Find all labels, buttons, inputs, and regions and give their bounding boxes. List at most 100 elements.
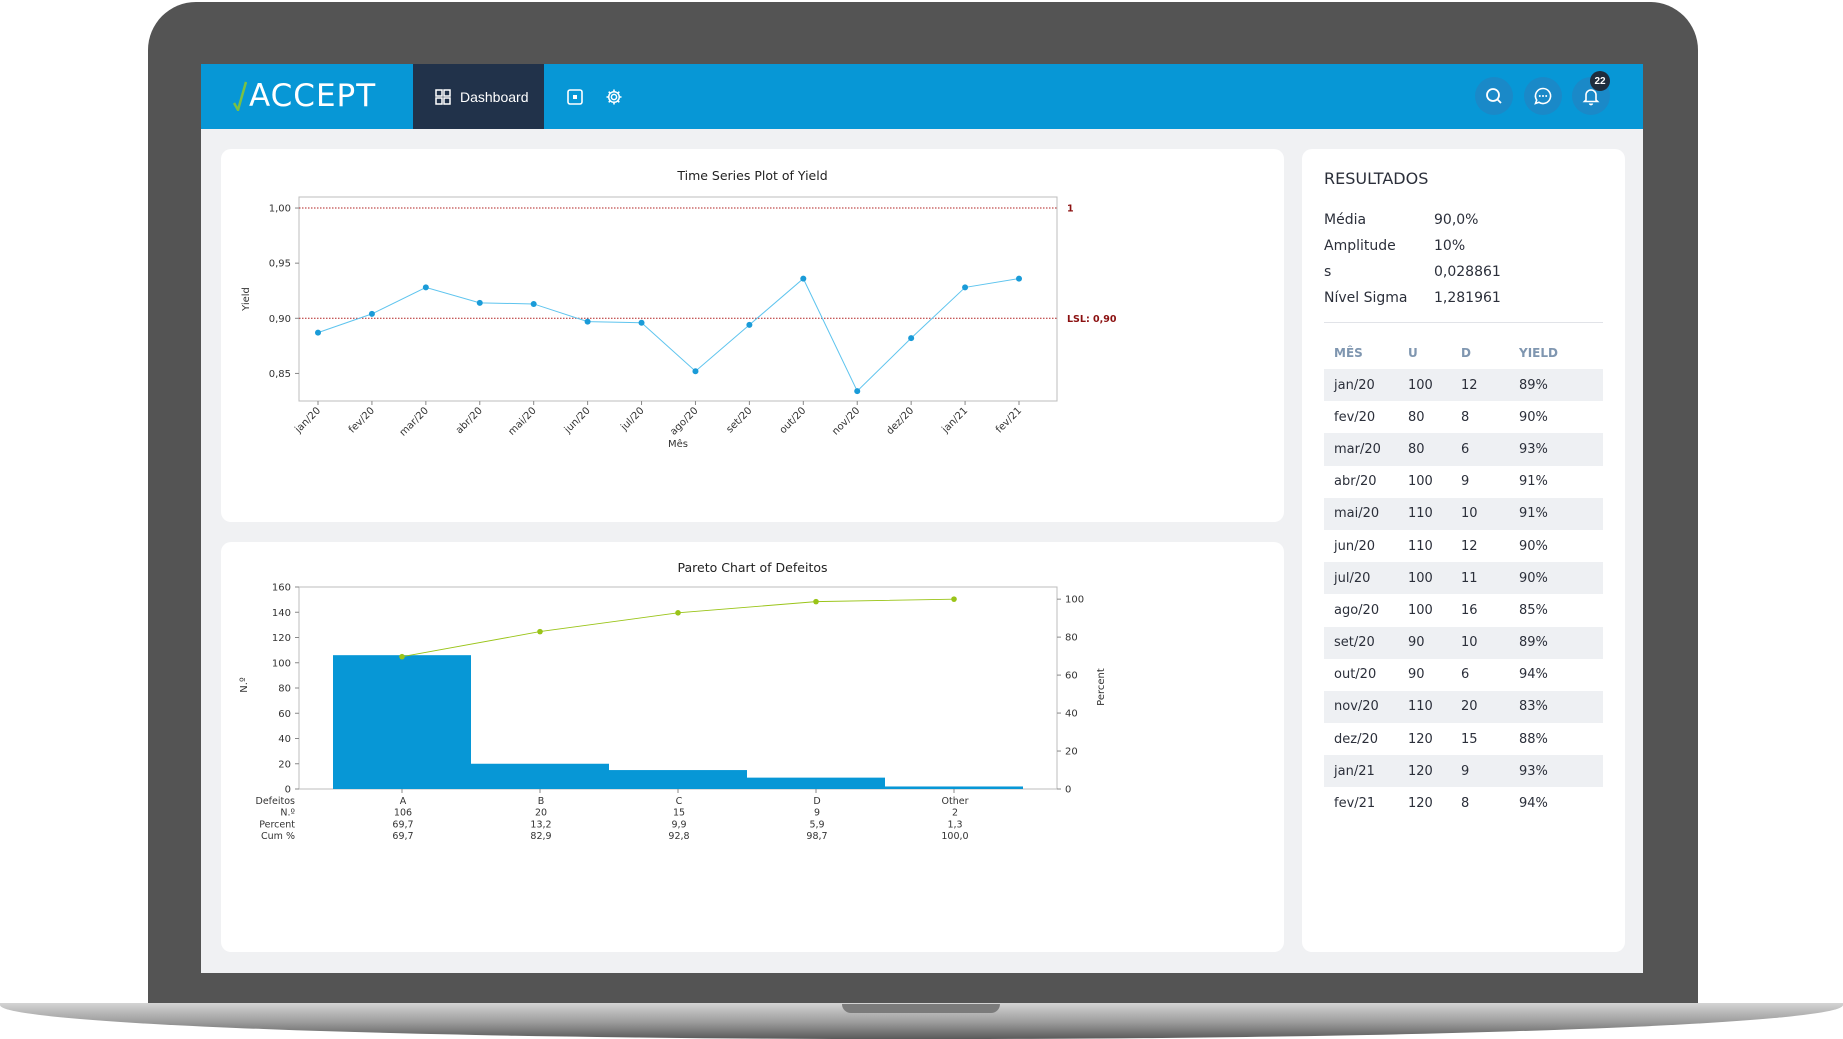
search-icon xyxy=(1486,88,1502,104)
table-cell: 110 xyxy=(1408,538,1433,554)
yield-data-point xyxy=(638,319,645,326)
yield-data-point xyxy=(476,299,483,306)
table-cell: 100 xyxy=(1408,602,1433,618)
pareto-table-cell: 2 xyxy=(952,808,958,819)
y-tick-label: 1,00 xyxy=(269,204,291,215)
logo-text: ACCEPT xyxy=(249,78,377,114)
y-tick-label: 40 xyxy=(278,734,291,745)
table-row: mai/20 110 10 91% xyxy=(1324,497,1603,530)
table-cell: 12 xyxy=(1461,369,1519,402)
column-header[interactable]: MÊS xyxy=(1334,346,1363,360)
logo[interactable]: ACCEPT xyxy=(233,76,376,116)
pareto-bar xyxy=(609,770,747,789)
chat-icon xyxy=(1534,87,1552,105)
cumulative-point xyxy=(951,596,957,602)
stat-value: 10% xyxy=(1434,238,1466,254)
table-cell: 94% xyxy=(1519,796,1548,812)
table-cell: out/20 xyxy=(1334,667,1377,683)
x-tick-label: fev/21 xyxy=(994,405,1024,435)
table-row: jan/20 100 12 89% xyxy=(1324,369,1603,402)
table-cell: mai/20 xyxy=(1324,497,1408,530)
table-cell: 94% xyxy=(1519,667,1548,683)
table-cell: 9 xyxy=(1461,755,1519,788)
messages-button[interactable] xyxy=(1524,77,1562,115)
cumulative-point xyxy=(537,628,543,635)
y-tick-label: 0 xyxy=(285,785,291,796)
column-header[interactable]: U xyxy=(1408,346,1418,360)
pareto-table-cell: 69,7 xyxy=(392,819,413,830)
table-row: mar/20 80 6 93% xyxy=(1324,433,1603,466)
cumulative-point xyxy=(399,653,405,660)
y2-tick-label: 80 xyxy=(1065,633,1078,644)
yield-data-point xyxy=(800,275,807,282)
gear-icon[interactable] xyxy=(605,88,623,106)
yield-data-point xyxy=(962,284,969,291)
pareto-table-cell: 69,7 xyxy=(392,831,413,842)
stat-label: Média xyxy=(1324,212,1367,228)
media-icon[interactable] xyxy=(566,88,584,106)
x-tick-label: fev/20 xyxy=(347,405,377,435)
table-cell: ago/20 xyxy=(1334,602,1380,618)
table-cell: fev/20 xyxy=(1334,409,1376,425)
stat-row: Nível Sigma 1,281961 xyxy=(1324,285,1501,311)
yield-data-point xyxy=(1016,275,1022,282)
reference-line-label: 1 xyxy=(1067,204,1074,215)
yield-data-point xyxy=(422,284,429,291)
table-cell: 15 xyxy=(1461,731,1478,747)
table-cell: 12 xyxy=(1461,538,1478,554)
pareto-table-cell: D xyxy=(813,796,820,807)
pareto-table-cell: 20 xyxy=(535,808,547,819)
time-series-title: Time Series Plot of Yield xyxy=(677,168,828,183)
y-tick-label: 0,95 xyxy=(269,259,291,270)
yield-data-point xyxy=(530,300,537,307)
stat-label: Nível Sigma xyxy=(1324,290,1408,306)
stat-row: Média 90,0% xyxy=(1324,207,1501,233)
column-header[interactable]: D xyxy=(1461,346,1471,360)
stat-value: 1,281961 xyxy=(1434,290,1501,306)
pareto-bar xyxy=(333,655,471,789)
results-title: RESULTADOS xyxy=(1324,169,1429,188)
table-cell: jun/20 xyxy=(1334,538,1376,554)
pareto-bar xyxy=(885,786,1023,789)
table-cell: abr/20 xyxy=(1334,474,1377,490)
table-row: dez/20 120 15 88% xyxy=(1324,723,1603,755)
table-cell: 16 xyxy=(1461,602,1478,618)
x-tick-label: jul/20 xyxy=(618,405,646,433)
table-cell: 100 xyxy=(1408,369,1461,402)
stat-value: 0,028861 xyxy=(1434,264,1501,280)
cumulative-point xyxy=(675,610,681,616)
table-row: set/20 90 10 89% xyxy=(1324,626,1603,659)
search-button[interactable] xyxy=(1475,77,1513,115)
x-tick-label: dez/20 xyxy=(885,405,917,437)
table-row: ago/20 100 16 85% xyxy=(1324,594,1603,626)
y2-tick-label: 20 xyxy=(1065,747,1078,758)
y-tick-label: 20 xyxy=(278,759,291,770)
pareto-table-cell: 15 xyxy=(673,808,685,819)
yield-data-point xyxy=(368,310,375,317)
cumulative-line xyxy=(401,598,955,658)
y-axis-label: N.º xyxy=(239,677,250,693)
table-cell: 10 xyxy=(1461,626,1519,659)
table-cell: 10 xyxy=(1461,497,1519,530)
table-row: fev/21 120 8 94% xyxy=(1324,787,1603,819)
stat-label: s xyxy=(1324,264,1332,280)
x-tick-label: jan/21 xyxy=(940,405,971,436)
pareto-bar xyxy=(747,777,885,789)
table-cell: jan/20 xyxy=(1324,369,1408,402)
yield-data-point xyxy=(908,335,915,342)
table-cell: 90 xyxy=(1408,667,1425,683)
cumulative-point xyxy=(813,598,819,605)
x-tick-label: jan/20 xyxy=(292,405,323,436)
table-cell: 8 xyxy=(1461,796,1470,812)
y2-axis-label: Percent xyxy=(1096,668,1107,706)
pareto-table-cell: 9,9 xyxy=(671,819,686,830)
table-cell: 88% xyxy=(1519,731,1548,747)
pareto-table-cell: B xyxy=(538,796,545,807)
x-tick-label: jun/20 xyxy=(562,405,593,436)
pareto-table-row-label: Cum % xyxy=(261,831,295,842)
nav-dashboard[interactable]: Dashboard xyxy=(413,64,544,129)
column-header[interactable]: YIELD xyxy=(1519,346,1558,360)
logo-check-icon xyxy=(233,81,247,111)
table-cell: 100 xyxy=(1408,562,1461,595)
